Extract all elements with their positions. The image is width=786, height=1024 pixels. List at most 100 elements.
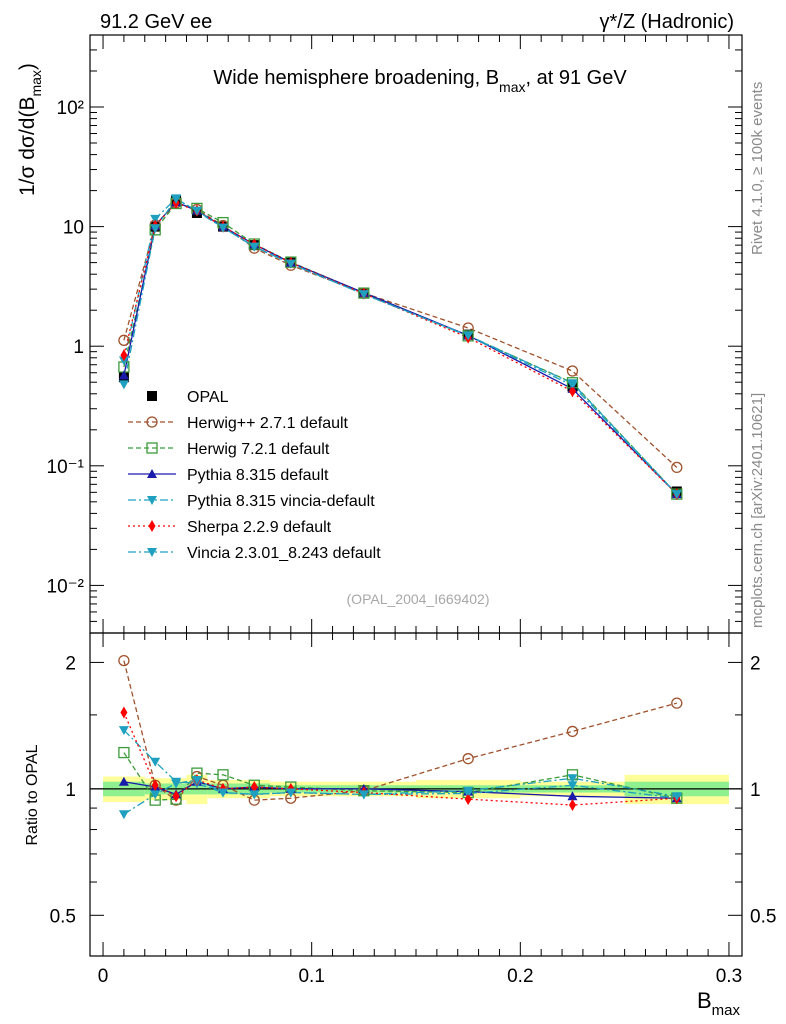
x-tick-label: 0 — [98, 966, 109, 987]
ratio-data-point — [358, 790, 369, 800]
ratio-y-axis-label: Ratio to OPAL — [24, 744, 41, 845]
legend-marker — [148, 520, 156, 532]
main-title-sub: max — [499, 79, 525, 95]
legend-entry: Sherpa 2.2.9 default — [187, 519, 332, 536]
ratio-plot-area: 0.5 0.5 1 1 2 2 0 0.1 0.2 0.3 — [50, 632, 776, 987]
ratio-data-point — [218, 788, 229, 798]
ratio-data-point — [118, 746, 130, 759]
legend-entry: Pythia 8.315 default — [187, 467, 329, 484]
ratio-series-line-5 — [123, 777, 677, 815]
series-line-4 — [123, 197, 678, 495]
main-title: Wide hemisphere broadening, Bmax, at 91 … — [213, 67, 627, 95]
legend-marker — [146, 416, 158, 428]
ratio-y-tick-label: 0.5 — [50, 906, 76, 927]
series-line-6 — [123, 198, 678, 495]
analysis-watermark: (OPAL_2004_I669402) — [347, 591, 490, 607]
y-tick-label: 10⁻² — [47, 576, 85, 597]
ratio-data-point — [118, 654, 130, 667]
y-label-text: 1/σ dσ/d(B — [16, 97, 39, 196]
legend-entry: OPAL — [187, 389, 229, 406]
x-tick-label: 0.2 — [507, 966, 533, 987]
mcplots-label: mcplots.cern.ch [arXiv:2401.10621] — [749, 393, 766, 628]
legend-entry: Vincia 2.3.01_8.243 default — [187, 545, 381, 562]
data-point — [118, 334, 130, 346]
main-panel: 10⁻² 10⁻¹ 1 10 10² Wide hemisphere broadenin… — [16, 34, 743, 634]
ratio-y-tick-label-right: 0.5 — [750, 906, 776, 927]
ratio-data-point — [250, 781, 258, 794]
ratio-y-tick-label-right: 1 — [750, 780, 761, 801]
ratio-data-point — [172, 790, 180, 803]
legend-marker — [147, 496, 157, 505]
legend-marker — [146, 442, 158, 454]
ratio-data-point — [118, 810, 129, 820]
rivet-label: Rivet 4.1.0, ≥ 100k events — [749, 82, 766, 255]
ratio-y-tick-label: 1 — [65, 780, 76, 801]
data-point — [285, 259, 296, 269]
header-right: γ*/Z (Hadronic) — [600, 11, 734, 33]
ratio-data-point — [150, 790, 161, 800]
ratio-data-point — [464, 793, 472, 806]
ratio-data-point — [285, 788, 296, 798]
main-plot-area: 10⁻² 10⁻¹ 1 10 10² — [47, 34, 743, 634]
y-tick-label: 10² — [57, 98, 84, 119]
ratio-panel: 0.5 0.5 1 1 2 2 0 0.1 0.2 0.3 Ratio to OPAL Bmax — [24, 632, 776, 1019]
legend-entry: Pythia 8.315 vincia-default — [187, 493, 375, 510]
data-point — [249, 242, 260, 252]
x-label-sub: max — [712, 1002, 741, 1019]
ratio-y-tick-label-right: 2 — [750, 653, 761, 674]
ratio-data-point — [151, 779, 159, 792]
data-point — [463, 331, 474, 341]
ratio-data-point — [249, 790, 260, 800]
ratio-data-point — [118, 726, 129, 736]
main-title-text: Wide hemisphere broadening, B — [213, 67, 499, 89]
ratio-data-point — [118, 776, 129, 786]
data-point — [218, 223, 229, 233]
ratio-series-line-3 — [123, 729, 677, 799]
data-point — [568, 385, 576, 398]
series-line-5 — [123, 202, 678, 495]
legend-entry: Herwig 7.2.1 default — [187, 441, 330, 458]
main-title-tail: , at 91 GeV — [526, 67, 628, 89]
data-point — [358, 290, 369, 300]
ratio-data-point — [671, 697, 683, 709]
ratio-data-point — [567, 774, 578, 784]
x-axis-label: Bmax — [697, 988, 741, 1019]
ratio-data-point — [191, 775, 202, 785]
ratio-data-point — [462, 753, 474, 765]
data-point — [118, 380, 129, 390]
main-y-axis-label: 1/σ dσ/d(Bmax) — [16, 63, 44, 196]
ratio-series-line-0 — [123, 660, 677, 802]
main-frame — [89, 34, 743, 634]
y-tick-label: 10⁻¹ — [47, 457, 85, 478]
legend-marker — [147, 548, 157, 557]
ratio-series-markers-5 — [118, 774, 682, 820]
y-tick-label: 1 — [73, 337, 84, 358]
legend-marker — [147, 391, 157, 401]
series-line-2 — [123, 202, 678, 495]
x-label-text: B — [697, 988, 712, 1013]
data-point — [567, 379, 578, 389]
data-point — [566, 365, 579, 377]
data-point — [171, 195, 182, 205]
y-label-sub: max — [28, 70, 44, 96]
ratio-data-point — [566, 725, 579, 738]
series-markers-6 — [118, 195, 682, 500]
data-point — [671, 461, 683, 474]
ratio-y-tick-label: 2 — [65, 653, 76, 674]
data-point — [120, 349, 128, 362]
data-point — [150, 224, 161, 234]
header-left: 91.2 GeV ee — [100, 11, 212, 33]
legend-entry: Herwig++ 2.7.1 default — [187, 415, 349, 432]
ratio-data-point — [150, 757, 161, 767]
x-tick-label: 0.1 — [298, 966, 324, 987]
x-tick-label: 0.3 — [716, 966, 742, 987]
y-label-tail: ) — [16, 63, 39, 70]
ratio-data-point — [120, 706, 128, 719]
data-point — [118, 370, 129, 380]
legend: OPAL Herwig++ 2.7.1 default Herwig 7.2.1 d… — [128, 389, 381, 562]
ratio-data-point — [217, 769, 229, 781]
data-point — [671, 490, 682, 500]
y-tick-label: 10 — [63, 218, 84, 239]
data-point — [150, 214, 161, 224]
